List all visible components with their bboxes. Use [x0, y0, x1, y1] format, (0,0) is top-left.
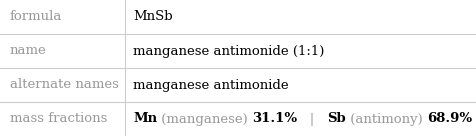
Text: formula: formula [10, 10, 62, 24]
Text: MnSb: MnSb [133, 10, 173, 24]
Text: mass fractions: mass fractions [10, 112, 108, 126]
Text: manganese antimonide (1:1): manganese antimonide (1:1) [133, 44, 324, 58]
Text: (manganese): (manganese) [157, 112, 252, 126]
Text: alternate names: alternate names [10, 78, 119, 92]
Text: (antimony): (antimony) [346, 112, 427, 126]
Text: |: | [297, 112, 327, 126]
Text: name: name [10, 44, 47, 58]
Text: Mn: Mn [133, 112, 157, 126]
Text: Sb: Sb [327, 112, 346, 126]
Text: manganese antimonide: manganese antimonide [133, 78, 288, 92]
Text: 68.9%: 68.9% [427, 112, 472, 126]
Text: 31.1%: 31.1% [252, 112, 297, 126]
